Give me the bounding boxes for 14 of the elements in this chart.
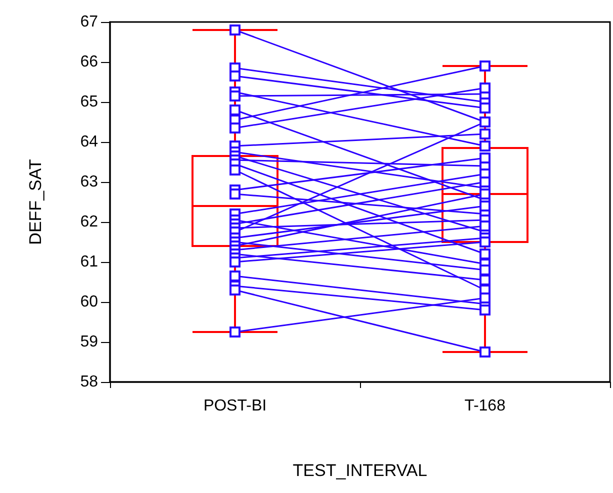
y-tick-label: 61: [80, 254, 98, 270]
x-tick-label: POST-BI: [203, 398, 267, 414]
y-tick-label: 62: [80, 214, 98, 230]
y-tick-label: 66: [80, 54, 98, 70]
y-tick-label: 58: [80, 374, 98, 390]
y-tick-label: 67: [80, 14, 98, 30]
y-tick-label: 63: [80, 174, 98, 190]
y-tick-label: 65: [80, 94, 98, 110]
x-tick-label: T-168: [464, 398, 506, 414]
y-axis-title: DEFF_SAT: [26, 159, 45, 245]
y-tick-label: 60: [80, 294, 98, 310]
y-tick-label: 64: [80, 134, 98, 150]
x-axis-title: TEST_INTERVAL: [292, 461, 428, 480]
y-tick-label: 59: [80, 334, 98, 350]
